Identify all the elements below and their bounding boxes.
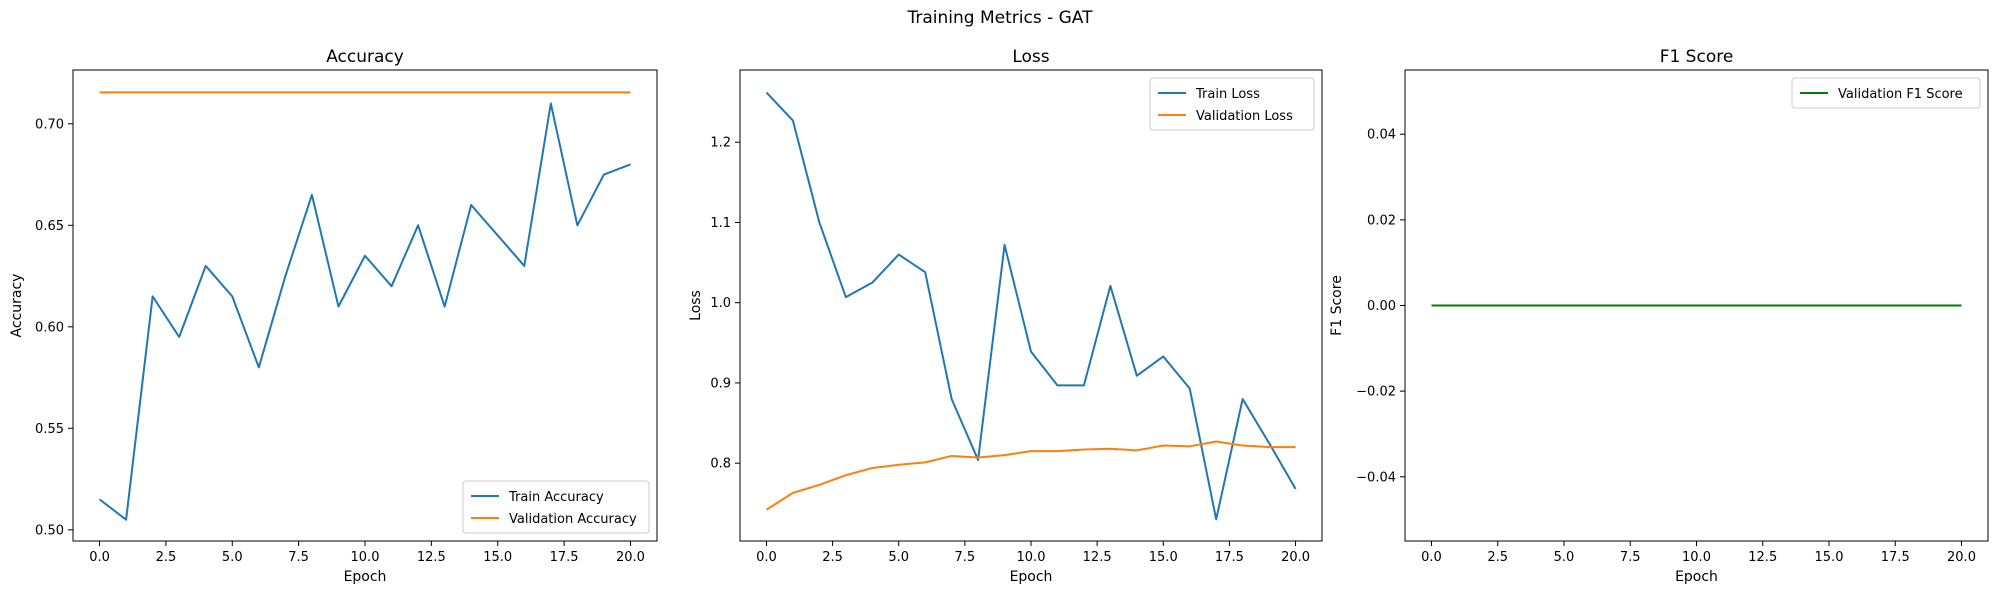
y-tick-label: 0.70 [35,117,64,132]
x-tick-label: 17.5 [550,550,579,565]
legend-label: Validation Loss [1196,109,1293,124]
x-axis-label: Epoch [344,569,387,585]
x-tick-label: 5.0 [888,550,909,565]
x-tick-label: 20.0 [1947,550,1976,565]
series-line-train-accuracy [98,102,631,521]
y-tick-label: 0.8 [710,457,731,472]
legend-box [1791,77,1981,109]
series-line-train-loss [765,91,1297,521]
y-tick-label: 0.65 [35,219,64,234]
x-tick-label: 10.0 [1682,550,1711,565]
x-tick-label: 2.5 [1487,550,1508,565]
y-tick-label: 0.02 [1367,213,1396,228]
subplot-title: Loss [1012,47,1049,67]
x-axis-label: Epoch [1010,569,1053,585]
x-tick-label: 7.5 [1620,550,1641,565]
x-tick-label: 15.0 [1149,550,1178,565]
x-tick-label: 10.0 [1017,550,1046,565]
legend-label: Train Loss [1195,87,1260,102]
legend-label: Train Accuracy [508,490,604,505]
legend-label: Validation Accuracy [509,512,637,527]
y-tick-label: −0.02 [1356,385,1396,400]
x-tick-label: 12.5 [417,550,446,565]
plot-frame [72,69,658,542]
series-line-validation-loss [765,440,1296,511]
legend-box [462,480,650,534]
x-tick-label: 7.5 [955,550,976,565]
plot-frame [1404,69,1989,542]
subplot-2: Loss 0.0 2.5 5.0 7.5 10.0 12.5 15.0 17.5 20.0 0.8 0… [688,47,1323,585]
subplot-title: Accuracy [326,47,404,67]
y-tick-label: 0.04 [1367,128,1396,143]
x-tick-label: 10.0 [351,550,380,565]
plot-frame [739,69,1323,542]
legend: Train Accuracy Validation Accuracy [462,480,650,534]
x-tick-label: 20.0 [1281,550,1310,565]
x-tick-label: 0.0 [89,550,110,565]
x-tick-label: 12.5 [1083,550,1112,565]
y-tick-label: 0.9 [710,376,731,391]
x-tick-label: 17.5 [1881,550,1910,565]
legend-box [1149,77,1315,131]
x-tick-label: 7.5 [288,550,309,565]
x-tick-label: 5.0 [1554,550,1575,565]
legend: Validation F1 Score [1791,77,1981,109]
subplot-3: F1 Score 0.0 2.5 5.0 7.5 10.0 12.5 15.0 17.5 20.0… [1329,47,1989,585]
x-tick-label: 15.0 [483,550,512,565]
y-tick-label: 0.55 [35,422,64,437]
x-tick-label: 2.5 [822,550,843,565]
y-tick-label: 0.60 [35,320,64,335]
x-tick-label: 2.5 [156,550,177,565]
x-tick-label: 0.0 [756,550,777,565]
y-tick-label: −0.04 [1356,470,1396,485]
x-tick-label: 12.5 [1748,550,1777,565]
y-tick-label: 1.1 [710,216,731,231]
y-tick-label: 0.50 [35,523,64,538]
y-tick-label: 1.2 [710,136,731,151]
x-tick-label: 5.0 [222,550,243,565]
x-tick-label: 0.0 [1421,550,1442,565]
y-axis-label: Accuracy [9,274,25,338]
y-tick-label: 1.0 [710,296,731,311]
legend: Train Loss Validation Loss [1149,77,1315,131]
x-tick-label: 17.5 [1215,550,1244,565]
figure-title: Training Metrics - GAT [907,8,1093,28]
x-tick-label: 15.0 [1815,550,1844,565]
subplot-title: F1 Score [1660,47,1734,67]
subplot-1: Accuracy 0.0 2.5 5.0 7.5 10.0 12.5 15.0 17.5 20.0… [9,47,658,585]
x-axis-label: Epoch [1675,569,1718,585]
y-tick-label: 0.00 [1367,299,1396,314]
x-tick-label: 20.0 [616,550,645,565]
y-axis-label: F1 Score [1329,275,1345,336]
legend-label: Validation F1 Score [1838,87,1963,102]
y-axis-label: Loss [688,290,704,321]
